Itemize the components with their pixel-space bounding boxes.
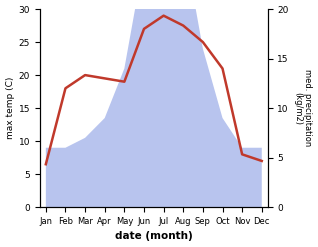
Y-axis label: med. precipitation
(kg/m2): med. precipitation (kg/m2) [293, 69, 313, 147]
X-axis label: date (month): date (month) [115, 231, 193, 242]
Y-axis label: max temp (C): max temp (C) [5, 77, 15, 139]
